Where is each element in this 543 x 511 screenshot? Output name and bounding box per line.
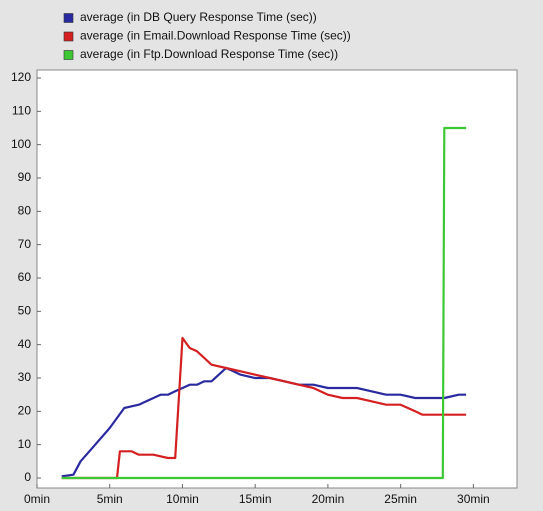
y-tick-label: 100 <box>11 137 31 151</box>
y-tick-label: 0 <box>24 470 31 484</box>
legend-label: average (in Ftp.Download Response Time (… <box>80 47 338 61</box>
x-tick-label: 10min <box>166 492 199 506</box>
y-tick-label: 90 <box>18 170 32 184</box>
legend-label: average (in Email.Download Response Time… <box>80 29 351 43</box>
x-tick-label: 30min <box>457 492 490 506</box>
y-tick-label: 20 <box>18 404 32 418</box>
x-tick-label: 0min <box>24 492 50 506</box>
y-tick-label: 70 <box>18 237 32 251</box>
series-line <box>61 336 467 480</box>
legend-swatch <box>63 31 74 42</box>
y-tick-label: 30 <box>18 370 32 384</box>
x-tick-label: 20min <box>312 492 345 506</box>
series-line <box>61 126 467 480</box>
y-tick-label: 50 <box>18 304 32 318</box>
x-tick-label: 25min <box>384 492 417 506</box>
x-tick-label: 15min <box>239 492 272 506</box>
y-tick-label: 60 <box>18 270 32 284</box>
legend-label: average (in DB Query Response Time (sec)… <box>80 10 317 24</box>
y-tick-label: 80 <box>18 204 32 218</box>
y-tick-label: 110 <box>12 104 31 118</box>
x-tick-label: 5min <box>97 492 123 506</box>
y-tick-label: 40 <box>18 337 32 351</box>
legend-swatch <box>63 13 74 23</box>
y-tick-label: 10 <box>18 437 32 451</box>
y-tick-label: 120 <box>11 70 31 84</box>
legend-swatch <box>63 50 74 60</box>
